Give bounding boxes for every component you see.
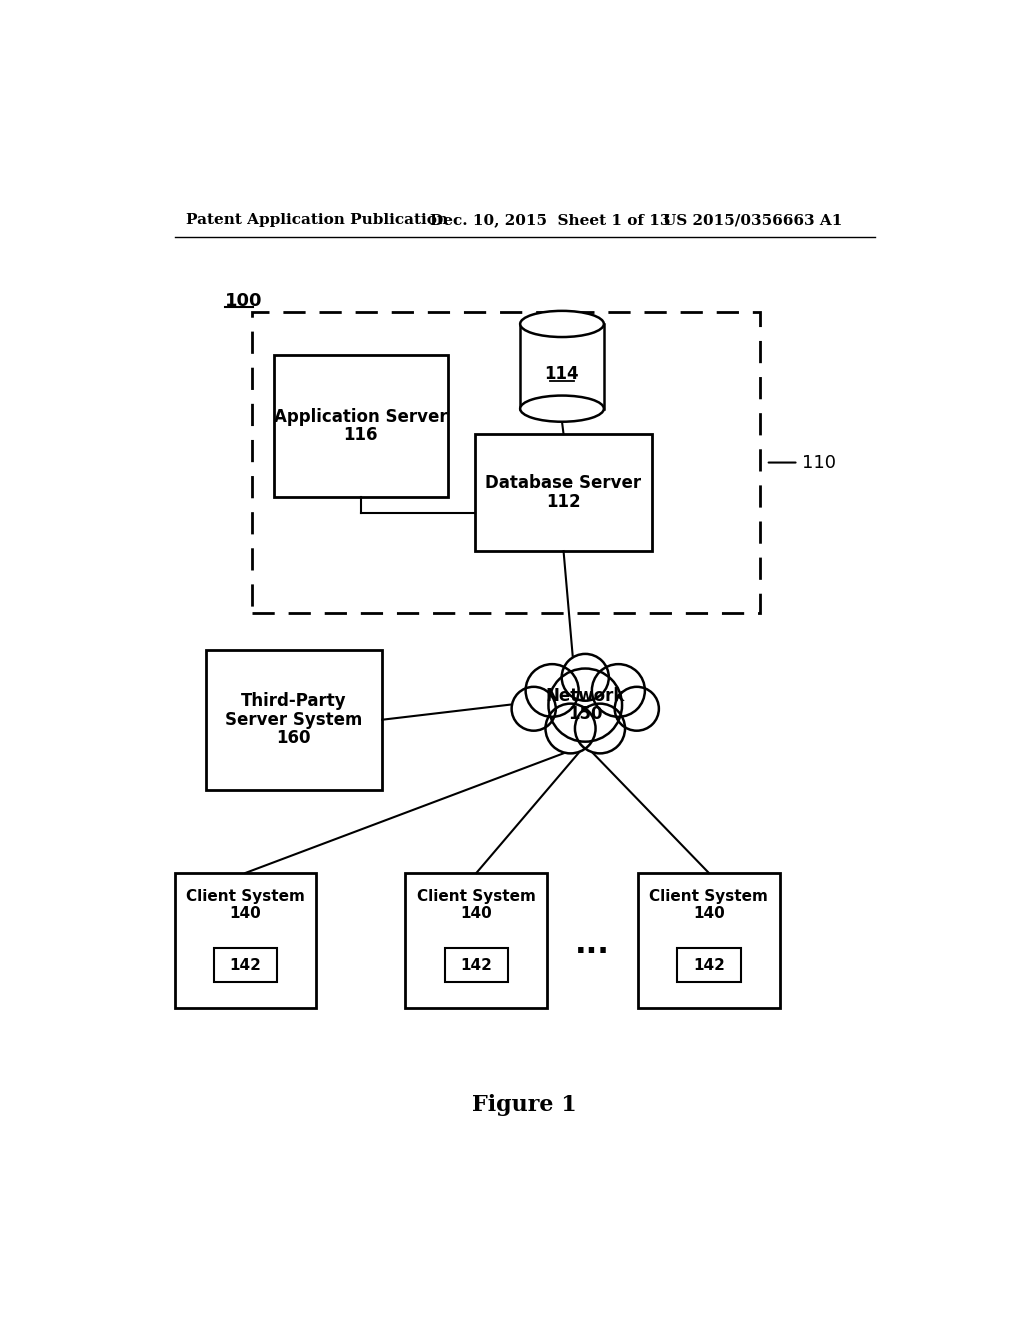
Circle shape xyxy=(549,668,622,742)
Bar xyxy=(444,949,508,982)
Circle shape xyxy=(574,704,625,754)
Bar xyxy=(638,873,779,1007)
Text: Client System: Client System xyxy=(649,888,768,904)
Text: US 2015/0356663 A1: US 2015/0356663 A1 xyxy=(663,213,842,227)
Bar xyxy=(174,873,316,1007)
Text: 160: 160 xyxy=(276,729,311,747)
Text: Client System: Client System xyxy=(417,888,536,904)
Text: Application Server: Application Server xyxy=(274,408,447,426)
Ellipse shape xyxy=(520,312,604,337)
Text: 112: 112 xyxy=(546,492,581,511)
Text: 150: 150 xyxy=(568,705,602,723)
Text: 100: 100 xyxy=(225,292,262,310)
Text: 140: 140 xyxy=(229,906,261,920)
Bar xyxy=(406,873,547,1007)
Bar xyxy=(475,434,652,552)
Text: Client System: Client System xyxy=(186,888,305,904)
Text: 142: 142 xyxy=(461,958,493,973)
Text: 140: 140 xyxy=(693,906,725,920)
Text: Figure 1: Figure 1 xyxy=(472,1094,578,1117)
Circle shape xyxy=(546,704,596,754)
Text: Third-Party: Third-Party xyxy=(241,692,347,710)
Polygon shape xyxy=(520,323,604,409)
Text: 142: 142 xyxy=(693,958,725,973)
Ellipse shape xyxy=(520,396,604,422)
Bar xyxy=(273,355,449,498)
Text: Database Server: Database Server xyxy=(485,474,642,492)
Text: 110: 110 xyxy=(802,454,837,471)
Bar xyxy=(677,949,740,982)
Text: Patent Application Publication: Patent Application Publication xyxy=(186,213,449,227)
Circle shape xyxy=(562,653,609,701)
Text: 116: 116 xyxy=(344,426,378,445)
Circle shape xyxy=(614,686,658,731)
Text: ...: ... xyxy=(575,929,610,958)
Bar xyxy=(214,949,278,982)
Text: 140: 140 xyxy=(461,906,493,920)
Text: Network: Network xyxy=(546,686,625,705)
Circle shape xyxy=(512,686,556,731)
Bar xyxy=(206,649,382,789)
Text: 114: 114 xyxy=(545,366,580,383)
Circle shape xyxy=(592,664,645,717)
Text: Dec. 10, 2015  Sheet 1 of 13: Dec. 10, 2015 Sheet 1 of 13 xyxy=(430,213,671,227)
Text: Server System: Server System xyxy=(225,710,362,729)
Text: 142: 142 xyxy=(229,958,261,973)
Circle shape xyxy=(525,664,579,717)
Bar xyxy=(252,313,760,612)
